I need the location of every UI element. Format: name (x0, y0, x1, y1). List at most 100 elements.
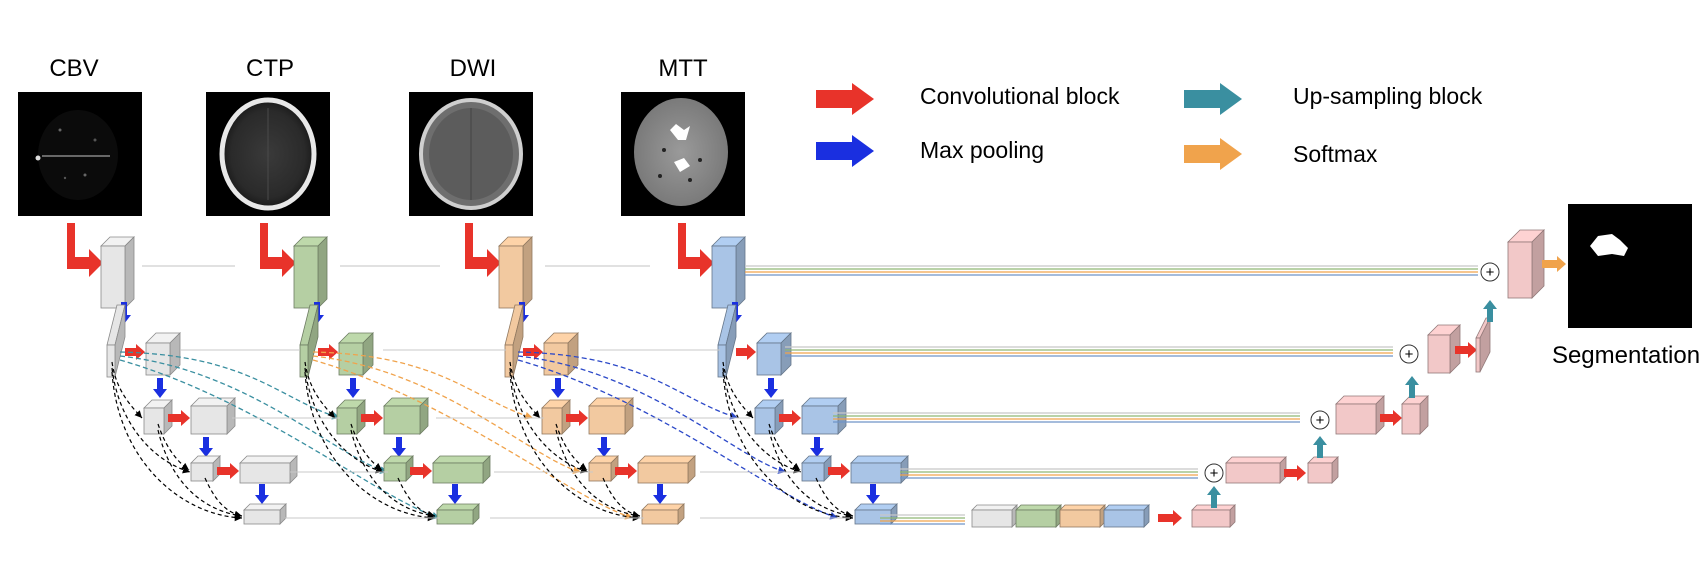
decoder-block-l1 (1427, 324, 1461, 374)
bottleneck-output-block (1191, 504, 1236, 528)
slab-front (504, 344, 514, 378)
dense-connection (509, 361, 541, 419)
box-front (1401, 403, 1421, 435)
encoder-block-l2 (801, 397, 847, 435)
box-front (432, 462, 484, 484)
maxpool-arrow-l3 (448, 484, 462, 504)
concat-symbol: + (1210, 465, 1219, 482)
pooled-block-l2 (143, 399, 173, 435)
box-front (383, 405, 421, 435)
legend-softmax-label: Softmax (1293, 141, 1378, 167)
bottleneck (971, 504, 1236, 528)
pooled-slab-l1 (299, 304, 319, 378)
box-front (145, 342, 171, 376)
dense-connection (111, 371, 243, 522)
encoder-block-l4 (243, 503, 287, 525)
cbv-image (18, 92, 142, 216)
maxpool-arrow-l3 (653, 484, 667, 504)
box-front (801, 462, 825, 482)
conv-arrow-l2 (361, 410, 383, 426)
pooled-block-l3 (801, 455, 832, 482)
conv-arrow (678, 223, 714, 277)
concat-l1: + (1399, 344, 1419, 364)
box-side (124, 236, 135, 309)
segmentation-image (1568, 204, 1692, 328)
box-front (541, 407, 563, 435)
concat-l2: + (1310, 410, 1330, 430)
pooled-slab-l1 (717, 304, 737, 378)
box-top (850, 455, 909, 464)
box-front (1103, 509, 1145, 528)
encoder-branch-mtt (678, 223, 909, 525)
conv-arrow (260, 223, 296, 277)
box-front (190, 462, 214, 482)
dense-connection (304, 371, 436, 522)
dense-connection (304, 361, 336, 419)
maxpool-arrow-l1 (346, 378, 360, 398)
skip-bundle-l0 (745, 265, 1478, 276)
box-front (543, 342, 569, 376)
segmentation-label: Segmentation (1552, 342, 1700, 369)
encoder-branch-ctp (260, 223, 634, 525)
pooled-block-l3 (190, 455, 221, 482)
decoder: + + + + (1204, 229, 1566, 508)
maxpool-arrow-l1 (551, 378, 565, 398)
cross-branch-connection (119, 351, 341, 420)
segmentation-output: Segmentation (1552, 204, 1700, 369)
pooled-slab-l1 (106, 304, 126, 378)
skip-bundle-l2 (833, 412, 1300, 423)
conv-arrow-l1 (736, 344, 756, 360)
pooled-block-l2 (336, 399, 366, 435)
box-front (1307, 462, 1333, 484)
box-front (436, 509, 474, 525)
concat-symbol: + (1405, 346, 1414, 363)
concat-circle (1480, 262, 1500, 282)
conv-arrow-l2 (168, 410, 190, 426)
bottleneck-block-dwi (1059, 504, 1106, 528)
encoder-block-l2 (190, 397, 236, 435)
concat-symbol: + (1486, 264, 1495, 281)
modality-label-dwi: DWI (450, 55, 497, 82)
dense-connection (111, 367, 191, 474)
dense-connection (509, 367, 589, 474)
dense-connection (397, 477, 436, 518)
maxpool-arrow-l2 (392, 437, 406, 457)
box-top (971, 504, 1018, 511)
box-top (1225, 456, 1287, 464)
box-top (1103, 504, 1150, 511)
dense-connection (204, 477, 243, 518)
dense-connection (768, 423, 801, 471)
modality-label-ctp: CTP (246, 55, 294, 82)
box-front (1015, 509, 1057, 528)
ctp-image (206, 92, 330, 216)
conv-arrow-l3 (217, 463, 239, 479)
encoder-block-l0 (498, 236, 533, 309)
legend-maxpool-label: Max pooling (920, 137, 1044, 163)
box-front (1507, 241, 1533, 299)
pooled-block-l3 (383, 455, 414, 482)
dense-connection (157, 423, 190, 471)
decoder-block-l3 (1225, 456, 1287, 484)
cross-branch-connection (517, 359, 839, 520)
maxpool-arrow-l1 (153, 378, 167, 398)
decoder-output-l3 (1307, 456, 1339, 484)
encoder-block-l1 (338, 332, 374, 376)
encoder-block-l4 (854, 503, 898, 525)
conv-arrow-l1 (318, 344, 338, 360)
encoder-block-l1 (756, 332, 792, 376)
encoder-block-l3 (239, 455, 298, 484)
slab-front (299, 344, 309, 378)
box-front (1335, 403, 1377, 435)
conv-arrow-l3 (828, 463, 850, 479)
conv-arrow-bottleneck (1158, 510, 1182, 526)
maxpool-arrow-l3 (255, 484, 269, 504)
skip-bundle-l4 (880, 514, 965, 525)
conv-arrow-l3 (410, 463, 432, 479)
box-front (1427, 334, 1451, 374)
concat-symbol: + (1316, 412, 1325, 429)
box-side (522, 236, 533, 309)
box-top (641, 503, 685, 511)
conv-arrow-dec-l2 (1380, 410, 1402, 426)
upsample-arrow-1 (1207, 486, 1221, 508)
